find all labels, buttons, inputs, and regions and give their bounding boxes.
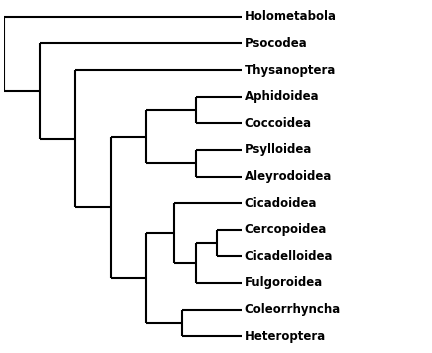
- Text: Fulgoroidea: Fulgoroidea: [245, 276, 323, 289]
- Text: Heteroptera: Heteroptera: [245, 330, 326, 343]
- Text: Aleyrodoidea: Aleyrodoidea: [245, 170, 332, 183]
- Text: Psocodea: Psocodea: [245, 37, 308, 50]
- Text: Thysanoptera: Thysanoptera: [245, 64, 336, 77]
- Text: Coccoidea: Coccoidea: [245, 117, 312, 130]
- Text: Aphidoidea: Aphidoidea: [245, 90, 319, 103]
- Text: Cicadelloidea: Cicadelloidea: [245, 250, 333, 263]
- Text: Coleorrhyncha: Coleorrhyncha: [245, 303, 341, 316]
- Text: Holometabola: Holometabola: [245, 10, 337, 23]
- Text: Cercopoidea: Cercopoidea: [245, 223, 327, 236]
- Text: Cicadoidea: Cicadoidea: [245, 197, 317, 210]
- Text: Psylloidea: Psylloidea: [245, 143, 312, 156]
